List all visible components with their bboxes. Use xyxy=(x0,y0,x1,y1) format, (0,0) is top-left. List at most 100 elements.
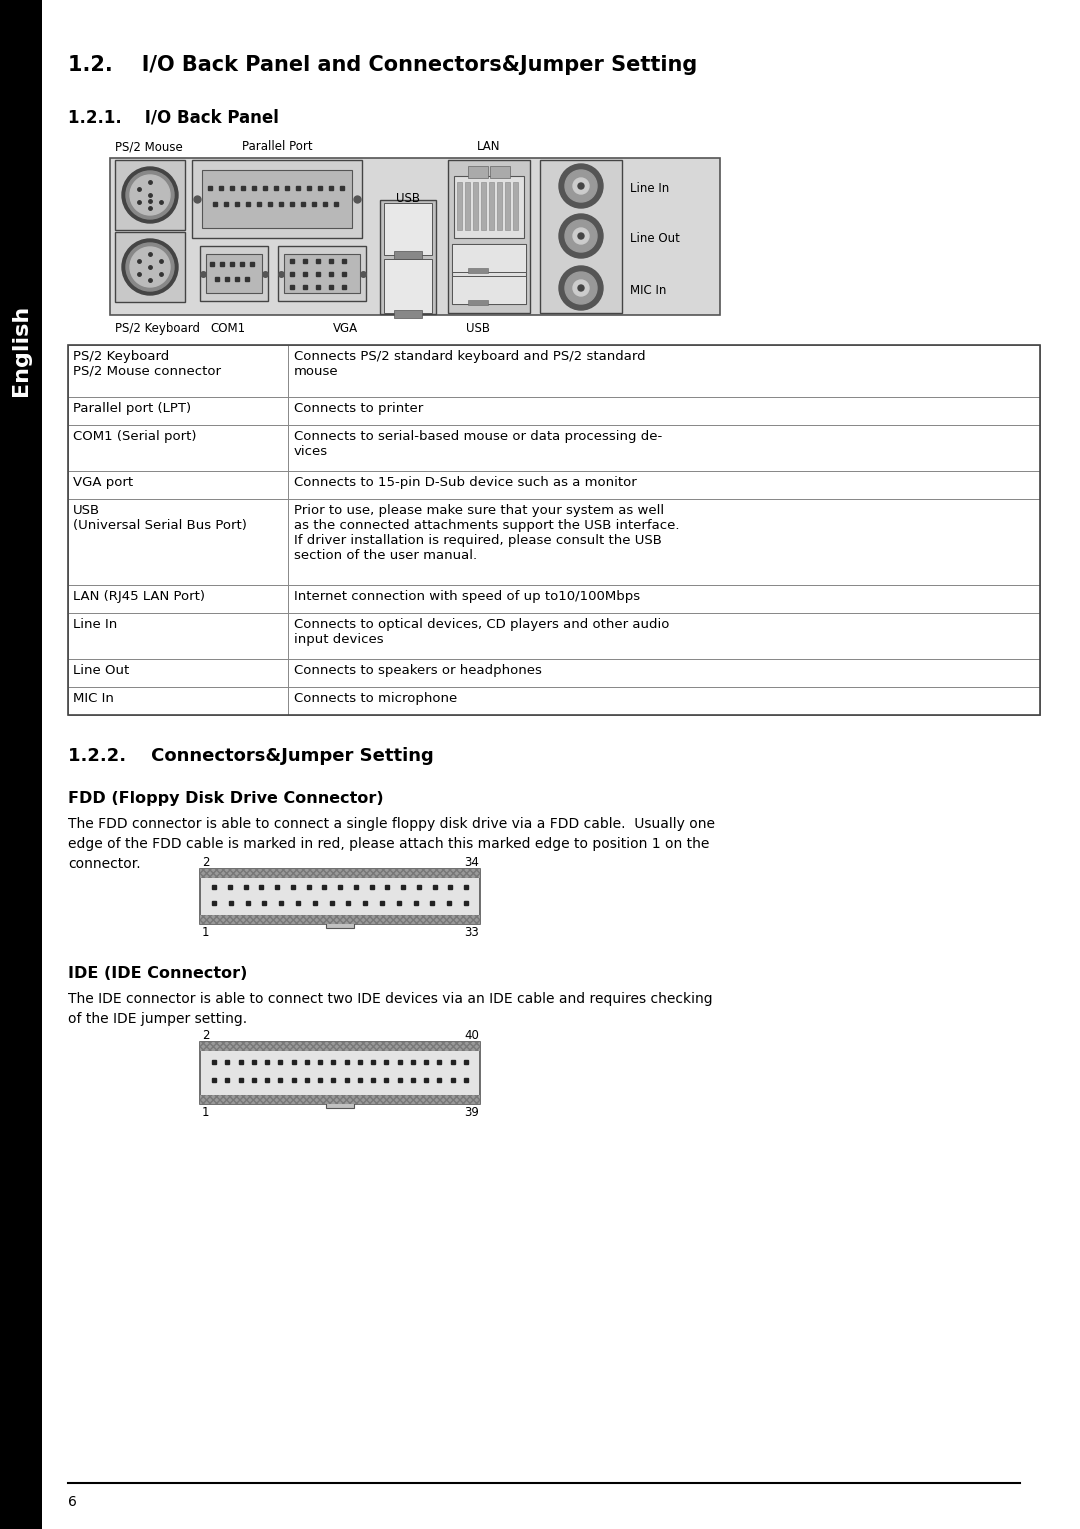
Bar xyxy=(68,687,1040,716)
Bar xyxy=(384,258,432,313)
Circle shape xyxy=(573,280,589,297)
Text: 1.2.    I/O Back Panel and Connectors&Jumper Setting: 1.2. I/O Back Panel and Connectors&Jumpe… xyxy=(68,55,698,75)
Bar xyxy=(453,277,526,304)
Text: Connects to optical devices, CD players and other audio
input devices: Connects to optical devices, CD players … xyxy=(294,618,670,645)
Bar xyxy=(68,346,1040,716)
Text: 33: 33 xyxy=(464,927,478,939)
Bar xyxy=(200,246,268,301)
Text: connector.: connector. xyxy=(68,856,140,872)
Bar xyxy=(200,1095,480,1104)
Bar xyxy=(68,586,1040,613)
Bar xyxy=(68,498,1040,586)
Text: 2: 2 xyxy=(202,1029,210,1041)
Bar xyxy=(278,246,366,301)
Circle shape xyxy=(126,171,174,219)
Bar xyxy=(540,161,622,313)
Circle shape xyxy=(565,170,597,202)
Bar xyxy=(380,200,436,313)
Text: The IDE connector is able to connect two IDE devices via an IDE cable and requir: The IDE connector is able to connect two… xyxy=(68,992,713,1006)
Bar xyxy=(394,251,422,258)
Bar xyxy=(326,1101,354,1109)
Bar xyxy=(68,659,1040,687)
Text: LAN: LAN xyxy=(477,141,501,153)
Bar xyxy=(394,310,422,318)
Text: COM1 (Serial port): COM1 (Serial port) xyxy=(73,430,197,443)
Circle shape xyxy=(578,232,584,239)
Circle shape xyxy=(122,239,178,295)
Text: Line In: Line In xyxy=(630,182,670,196)
Text: Prior to use, please make sure that your system as well
as the connected attachm: Prior to use, please make sure that your… xyxy=(294,505,679,563)
Bar xyxy=(453,245,526,304)
Bar xyxy=(192,161,362,239)
Text: FDD (Floppy Disk Drive Connector): FDD (Floppy Disk Drive Connector) xyxy=(68,790,383,806)
Circle shape xyxy=(565,272,597,304)
Text: The FDD connector is able to connect a single floppy disk drive via a FDD cable.: The FDD connector is able to connect a s… xyxy=(68,816,715,830)
Bar xyxy=(110,157,720,315)
Text: Line In: Line In xyxy=(73,618,118,631)
Text: Connects PS/2 standard keyboard and PS/2 standard
mouse: Connects PS/2 standard keyboard and PS/2… xyxy=(294,350,646,378)
Bar xyxy=(68,398,1040,425)
Text: USB: USB xyxy=(396,193,420,205)
Bar xyxy=(481,182,486,229)
Bar xyxy=(114,232,185,303)
Text: Connects to 15-pin D-Sub device such as a monitor: Connects to 15-pin D-Sub device such as … xyxy=(294,476,637,489)
Bar xyxy=(468,268,488,274)
Text: MIC In: MIC In xyxy=(73,693,113,705)
Circle shape xyxy=(573,177,589,194)
Text: 1: 1 xyxy=(202,1105,210,1119)
Text: Connects to microphone: Connects to microphone xyxy=(294,693,457,705)
Text: Connects to printer: Connects to printer xyxy=(294,402,423,414)
Text: 34: 34 xyxy=(464,856,478,868)
Bar xyxy=(490,167,510,177)
Circle shape xyxy=(565,220,597,252)
Bar xyxy=(468,167,488,177)
Bar xyxy=(200,868,480,878)
Bar xyxy=(457,182,462,229)
Text: 1: 1 xyxy=(202,927,210,939)
Text: MIC In: MIC In xyxy=(630,284,666,297)
Text: COM1: COM1 xyxy=(211,323,245,335)
Text: Connects to speakers or headphones: Connects to speakers or headphones xyxy=(294,664,542,677)
Text: 40: 40 xyxy=(464,1029,478,1041)
Text: 2: 2 xyxy=(202,856,210,868)
Circle shape xyxy=(573,228,589,245)
Circle shape xyxy=(130,248,170,287)
Bar xyxy=(489,182,494,229)
Circle shape xyxy=(559,214,603,258)
Bar xyxy=(68,471,1040,498)
Bar xyxy=(497,182,502,229)
Circle shape xyxy=(578,284,584,291)
Text: of the IDE jumper setting.: of the IDE jumper setting. xyxy=(68,1012,247,1026)
Bar xyxy=(465,182,470,229)
Bar xyxy=(68,346,1040,398)
Bar xyxy=(68,613,1040,659)
Text: VGA port: VGA port xyxy=(73,476,133,489)
Text: PS/2 Keyboard
PS/2 Mouse connector: PS/2 Keyboard PS/2 Mouse connector xyxy=(73,350,221,378)
Bar xyxy=(505,182,510,229)
Text: 1.2.1.    I/O Back Panel: 1.2.1. I/O Back Panel xyxy=(68,109,279,125)
Text: edge of the FDD cable is marked in red, please attach this marked edge to positi: edge of the FDD cable is marked in red, … xyxy=(68,836,710,852)
Bar xyxy=(448,161,530,313)
Bar xyxy=(200,914,480,924)
Bar xyxy=(473,182,478,229)
Bar xyxy=(206,254,262,294)
Text: Line Out: Line Out xyxy=(73,664,130,677)
Text: 39: 39 xyxy=(464,1105,478,1119)
Bar xyxy=(200,868,480,924)
Text: Connects to serial-based mouse or data processing de-
vices: Connects to serial-based mouse or data p… xyxy=(294,430,662,459)
Text: 1.2.2.    Connectors&Jumper Setting: 1.2.2. Connectors&Jumper Setting xyxy=(68,748,434,764)
Text: USB: USB xyxy=(465,323,490,335)
Text: 6: 6 xyxy=(68,1495,77,1509)
Text: Internet connection with speed of up to10/100Mbps: Internet connection with speed of up to1… xyxy=(294,590,640,602)
Circle shape xyxy=(122,167,178,223)
Text: PS/2 Mouse: PS/2 Mouse xyxy=(114,141,183,153)
Bar xyxy=(202,170,352,228)
Text: PS/2 Keyboard: PS/2 Keyboard xyxy=(114,323,200,335)
Bar xyxy=(453,245,526,272)
Bar xyxy=(326,920,354,928)
Bar xyxy=(114,161,185,229)
Circle shape xyxy=(559,164,603,208)
Bar xyxy=(68,425,1040,471)
Bar xyxy=(513,182,518,229)
Circle shape xyxy=(559,266,603,310)
